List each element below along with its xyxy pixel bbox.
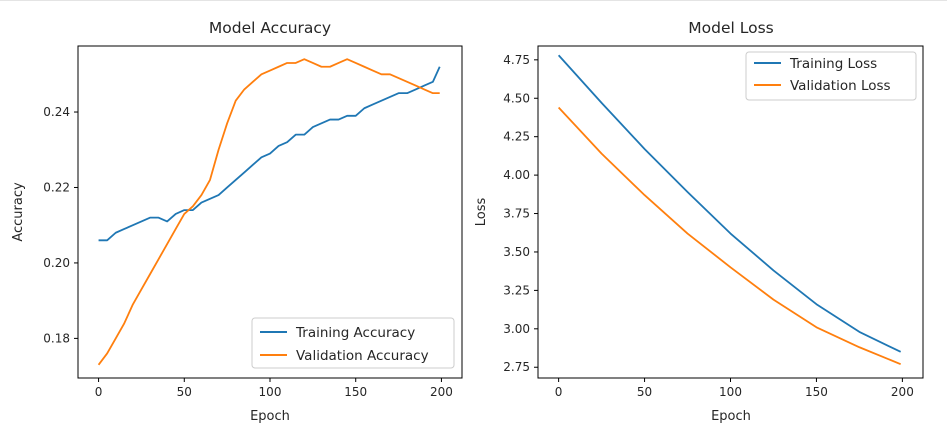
legend-label-training-loss: Training Loss — [789, 56, 877, 72]
accuracy-y-tick-label: 0.20 — [43, 256, 70, 270]
accuracy-x-axis-label: Epoch — [250, 409, 290, 424]
accuracy-x-tick-label: 200 — [430, 385, 453, 399]
loss-y-tick-label: 4.50 — [503, 91, 530, 105]
accuracy-y-ticks: 0.18 0.20 0.22 0.24 — [43, 105, 78, 345]
loss-y-tick-label: 3.50 — [503, 245, 530, 259]
loss-chart-title: Model Loss — [688, 19, 773, 37]
accuracy-y-axis-label: Accuracy — [11, 182, 26, 242]
legend-label-validation-loss: Validation Loss — [790, 78, 891, 94]
loss-legend-box — [745, 51, 917, 101]
accuracy-y-tick-label: 0.22 — [43, 180, 70, 194]
loss-series-lines — [557, 54, 902, 366]
loss-x-ticks: 0 50 100 150 200 — [555, 378, 914, 399]
accuracy-legend-box — [251, 317, 455, 369]
loss-chart: Model Loss 2.75 3.00 3.25 3.50 3.75 4.00 4.25 4… — [474, 19, 924, 424]
loss-x-tick-label: 200 — [891, 385, 914, 399]
accuracy-x-ticks: 0 50 100 150 200 — [95, 378, 453, 399]
loss-y-tick-label: 4.25 — [503, 130, 530, 144]
accuracy-x-tick-label: 0 — [95, 385, 103, 399]
series-line-training-loss — [557, 54, 902, 353]
loss-y-tick-label: 4.00 — [503, 168, 530, 182]
accuracy-y-tick-label: 0.24 — [43, 105, 70, 119]
loss-y-tick-label: 3.75 — [503, 207, 530, 221]
loss-plot-frame — [537, 45, 924, 379]
loss-x-tick-label: 0 — [555, 385, 563, 399]
accuracy-series-lines — [97, 58, 441, 366]
loss-x-tick-label: 100 — [719, 385, 742, 399]
accuracy-chart-title: Model Accuracy — [209, 19, 331, 37]
loss-x-tick-label: 50 — [637, 385, 652, 399]
series-line-training-accuracy — [98, 66, 441, 242]
accuracy-x-tick-label: 150 — [344, 385, 367, 399]
loss-y-tick-label: 3.00 — [503, 322, 530, 336]
accuracy-y-tick-label: 0.18 — [43, 331, 70, 345]
loss-y-tick-label: 3.25 — [503, 283, 530, 297]
loss-legend: Training Loss Validation Loss — [745, 51, 917, 101]
accuracy-chart: Model Accuracy 0.18 0.20 0.22 0.24 0 50 100 15… — [11, 19, 463, 424]
legend-label-validation-accuracy: Validation Accuracy — [296, 348, 429, 364]
loss-y-axis-label: Loss — [474, 198, 489, 227]
legend-label-training-accuracy: Training Accuracy — [295, 325, 415, 341]
loss-y-tick-label: 4.75 — [503, 53, 530, 67]
loss-y-ticks: 2.75 3.00 3.25 3.50 3.75 4.00 4.25 4.50 4.75 — [503, 53, 538, 374]
accuracy-x-tick-label: 100 — [259, 385, 282, 399]
top-border — [0, 0, 947, 1]
accuracy-legend: Training Accuracy Validation Accuracy — [251, 317, 455, 369]
loss-x-axis-label: Epoch — [711, 409, 751, 424]
loss-x-tick-label: 150 — [805, 385, 828, 399]
series-line-validation-accuracy — [97, 58, 440, 366]
loss-y-tick-label: 2.75 — [503, 360, 530, 374]
accuracy-x-tick-label: 50 — [177, 385, 192, 399]
series-line-validation-loss — [557, 106, 902, 366]
